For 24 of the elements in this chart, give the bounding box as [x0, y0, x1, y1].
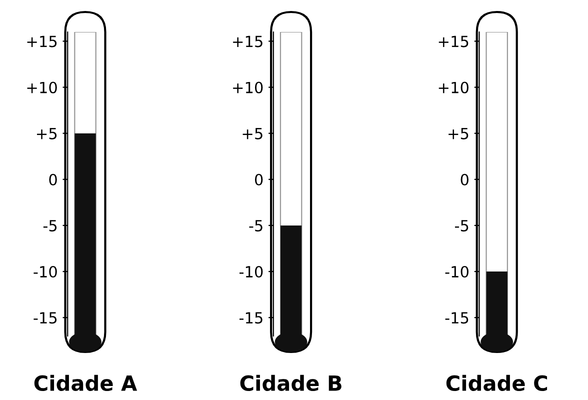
text: +15	[438, 36, 468, 48]
text: 0	[254, 174, 263, 186]
y-tick-label: -5	[43, 220, 57, 232]
x-tick-label: Cidade A	[34, 374, 138, 392]
text: +15	[233, 36, 262, 48]
y-tick-label: +5	[36, 128, 57, 140]
y-tick-label: -15	[34, 312, 57, 324]
text: +5	[448, 128, 468, 140]
y-tick-label: +10	[27, 82, 57, 94]
y-tick-label: +15	[27, 36, 57, 48]
x-tick-label: Cidade C	[446, 374, 548, 392]
y-tick-label: -10	[34, 266, 57, 278]
x-tick-label: Cidade B	[240, 374, 342, 392]
text: -10	[239, 266, 263, 278]
text: -5	[455, 220, 468, 232]
text: +5	[242, 128, 262, 140]
text: -15	[445, 312, 468, 324]
text: -15	[239, 312, 262, 324]
text: +10	[438, 82, 468, 94]
text: 0	[460, 174, 468, 186]
text: -5	[249, 220, 262, 232]
text: -10	[445, 266, 468, 278]
y-tick-label: 0	[49, 174, 57, 186]
text: +10	[233, 82, 263, 94]
